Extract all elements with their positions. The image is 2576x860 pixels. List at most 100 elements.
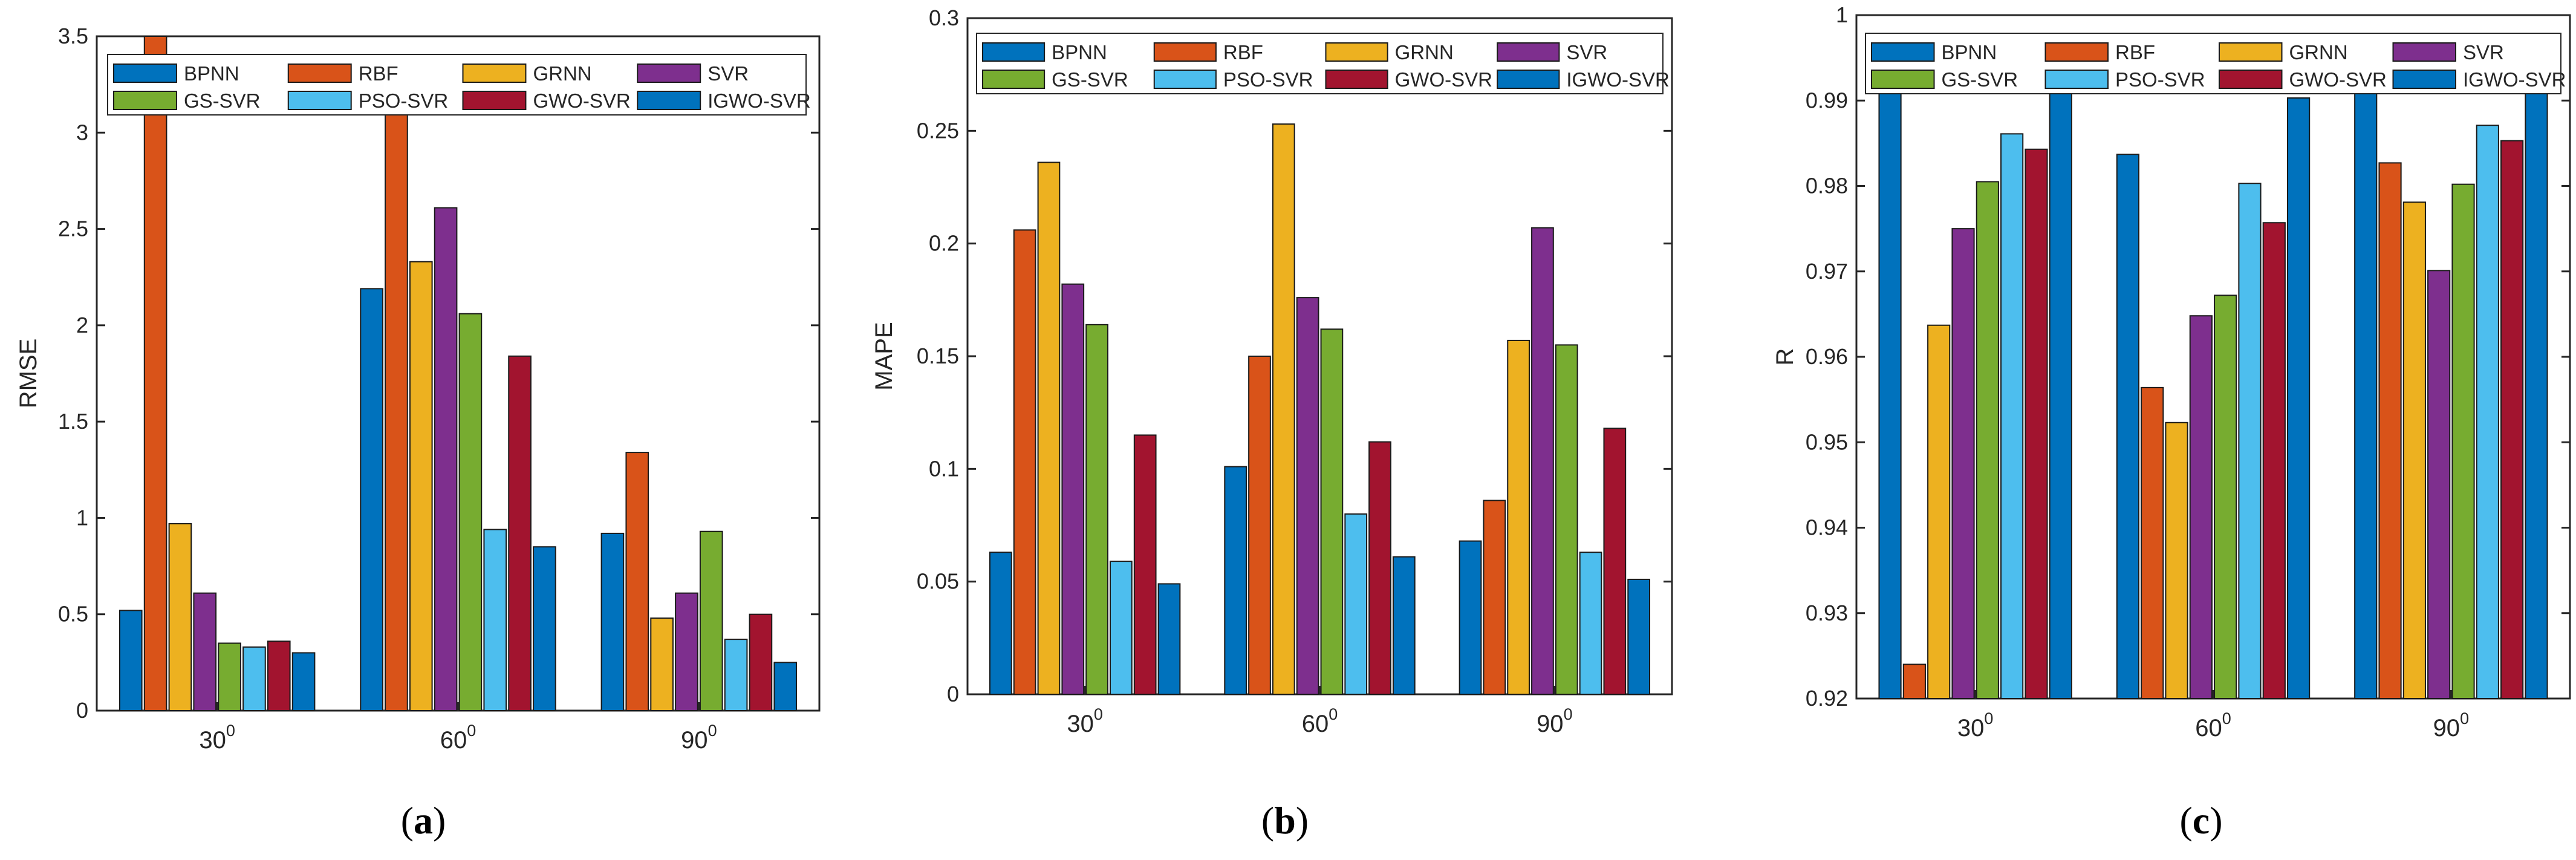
legend-label-gs-svr: GS-SVR — [1942, 68, 2018, 91]
bar-grnn-90 — [1507, 339, 1530, 695]
y-tick-label: 0.97 — [1806, 259, 1848, 284]
y-tick-label: 0.92 — [1806, 686, 1848, 711]
bar-svr-90 — [2427, 270, 2451, 699]
y-tick-label: 3 — [76, 120, 88, 145]
y-tick-label: 0.98 — [1806, 174, 1848, 198]
legend-swatch-igwo-svr — [1497, 70, 1560, 89]
bar-rbf-60 — [1248, 356, 1271, 695]
legend-swatch-rbf — [287, 64, 352, 83]
legend-swatch-grnn — [1325, 42, 1388, 62]
bar-gwo-svr-30 — [267, 640, 291, 712]
chart-panel-c: 0.92 0.93 0.94 0.95 0.96 0.97 0.98 0.99 1 R 300 600… — [1772, 2, 2571, 842]
bar-igwo-svr-90 — [2525, 36, 2548, 699]
bar-gwo-svr-30 — [2025, 148, 2048, 699]
legend-label-igwo-svr: IGWO-SVR — [1566, 68, 1670, 91]
bar-bpnn-30 — [1878, 81, 1902, 700]
y-tick-label: 2 — [76, 313, 88, 337]
legend-label-rbf: RBF — [2115, 41, 2155, 64]
bar-gwo-svr-90 — [749, 613, 773, 712]
legend-swatch-gs-svr — [1871, 70, 1935, 89]
legend-label-gs-svr: GS-SVR — [184, 90, 261, 112]
bar-gs-svr-60 — [458, 313, 483, 711]
bar-svr-60 — [434, 207, 458, 711]
bar-grnn-90 — [2402, 201, 2426, 699]
x-tick-label: 300 — [1957, 709, 1994, 741]
bar-bpnn-30 — [989, 552, 1012, 695]
panel-label: (a) — [401, 799, 446, 842]
y-tick-label: 0.25 — [917, 118, 959, 143]
y-tick-label: 0 — [76, 698, 88, 723]
bar-pso-svr-90 — [1579, 552, 1602, 695]
y-tick-label: 1 — [1836, 2, 1848, 27]
legend-swatch-pso-svr — [1153, 70, 1217, 89]
legend-swatch-grnn — [462, 64, 527, 83]
legend-swatch-bpnn — [113, 64, 177, 83]
chart-panel-a: 0 0.5 1 1.5 2 2.5 3 3.5 RMSE 300 600 900 BPNN RBF GRNN… — [15, 24, 821, 842]
legend-label-grnn: GRNN — [533, 62, 591, 85]
bar-rbf-30 — [143, 36, 168, 711]
bar-pso-svr-30 — [2000, 133, 2024, 699]
legend-swatch-bpnn — [982, 42, 1046, 62]
bar-gs-svr-60 — [1320, 328, 1344, 695]
legend-label-bpnn: BPNN — [1052, 41, 1107, 64]
bar-pso-svr-60 — [1344, 513, 1368, 695]
bar-gs-svr-30 — [1085, 324, 1108, 695]
bar-grnn-60 — [409, 261, 433, 711]
legend-label-pso-svr: PSO-SVR — [2115, 68, 2205, 91]
x-tick-label: 300 — [1067, 705, 1103, 737]
legend-label-gwo-svr: GWO-SVR — [2289, 68, 2387, 91]
bar-bpnn-30 — [119, 610, 143, 711]
bar-rbf-60 — [2141, 386, 2164, 699]
plot-area — [1855, 14, 2571, 700]
bar-pso-svr-90 — [724, 639, 748, 711]
bar-bpnn-90 — [1459, 540, 1482, 695]
y-tick-label: 0.15 — [917, 344, 959, 368]
bar-grnn-60 — [2165, 422, 2188, 699]
bar-svr-60 — [1296, 297, 1319, 695]
legend-label-svr: SVR — [707, 62, 749, 85]
bar-bpnn-90 — [2354, 59, 2378, 700]
y-tick-label: 0.1 — [929, 456, 959, 481]
legend-swatch-svr — [637, 64, 701, 83]
bar-grnn-90 — [650, 617, 674, 711]
bar-gs-svr-90 — [2451, 183, 2475, 699]
bar-gwo-svr-60 — [508, 355, 532, 711]
legend-label-pso-svr: PSO-SVR — [1223, 68, 1313, 91]
y-axis-label: R — [1772, 348, 1798, 366]
legend-swatch-pso-svr — [2044, 70, 2109, 89]
y-tick-label: 0.3 — [929, 5, 959, 30]
bar-gs-svr-30 — [1976, 181, 1999, 699]
bar-rbf-30 — [1013, 229, 1036, 695]
bar-rbf-90 — [625, 452, 649, 711]
legend-label-svr: SVR — [1566, 41, 1607, 64]
x-tick-label: 600 — [2195, 709, 2231, 741]
bar-svr-30 — [1061, 283, 1085, 695]
legend-swatch-pso-svr — [287, 91, 352, 110]
legend-swatch-rbf — [1153, 42, 1217, 62]
x-tick-label: 600 — [1302, 705, 1338, 737]
legend-swatch-svr — [1497, 42, 1560, 62]
bar-grnn-60 — [1272, 123, 1295, 695]
y-tick-label: 0.95 — [1806, 429, 1848, 454]
y-tick-label: 0.94 — [1806, 515, 1848, 540]
bar-gwo-svr-90 — [1603, 428, 1627, 695]
bar-igwo-svr-30 — [1157, 583, 1181, 695]
y-tick-label: 0.5 — [58, 602, 88, 627]
bar-grnn-30 — [168, 523, 192, 711]
bar-bpnn-90 — [600, 532, 625, 712]
legend-label-svr: SVR — [2463, 41, 2504, 64]
y-axis-label: MAPE — [871, 322, 897, 390]
bar-bpnn-60 — [2116, 154, 2139, 700]
legend-label-rbf: RBF — [359, 62, 398, 85]
x-tick-label: 900 — [681, 722, 717, 754]
bar-gwo-svr-30 — [1133, 434, 1157, 695]
legend-label-gwo-svr: GWO-SVR — [1395, 68, 1492, 91]
legend-swatch-grnn — [2219, 42, 2283, 62]
legend-label-pso-svr: PSO-SVR — [359, 90, 449, 112]
bar-svr-30 — [1951, 228, 1975, 699]
bar-bpnn-60 — [360, 288, 383, 712]
y-tick-label: 0.96 — [1806, 344, 1848, 369]
y-tick-label: 1 — [76, 505, 88, 530]
legend-swatch-gs-svr — [982, 70, 1046, 89]
legend-swatch-igwo-svr — [637, 91, 701, 110]
